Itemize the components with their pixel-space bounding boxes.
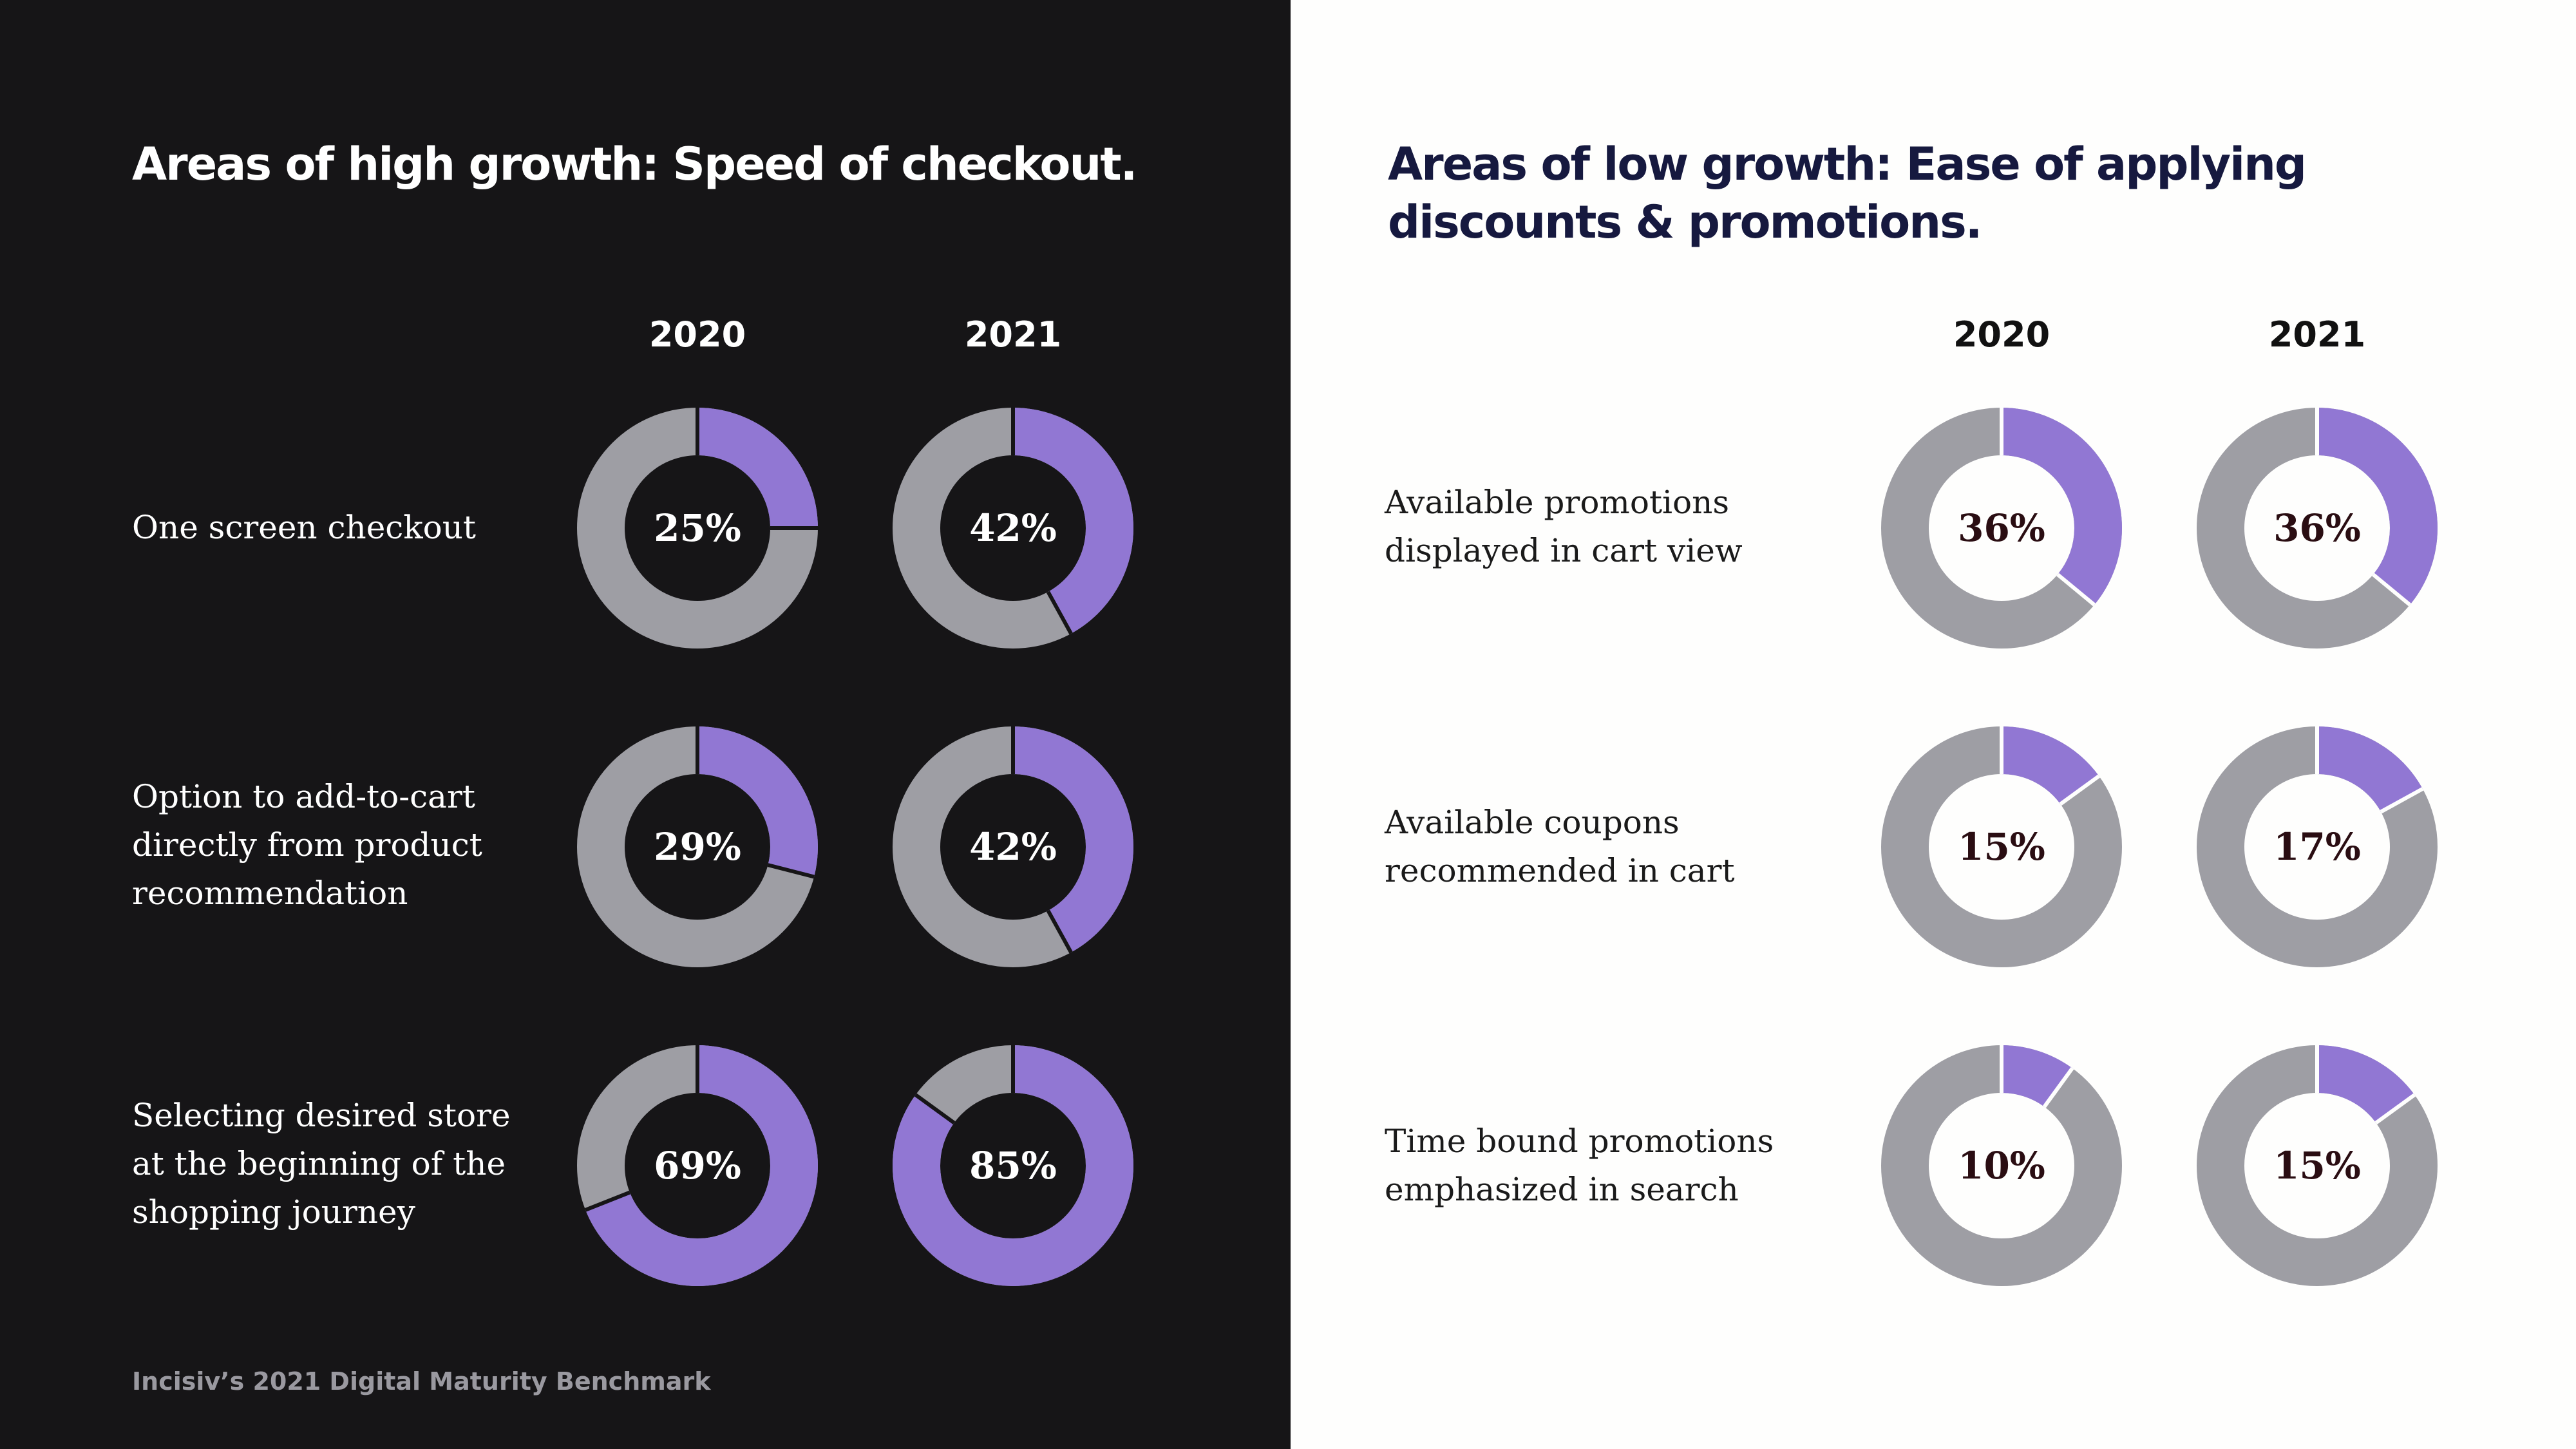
donut-available-promotions-displayed-2020: 36% [1881,408,2122,649]
donut-percent-label: 69% [654,1144,741,1188]
row-label-one-screen-checkout: One screen checkout [132,509,477,546]
row-label-coupons-cart: Available coupons recommended in cart [1385,804,1735,889]
donut-segment-divider [2056,573,2096,607]
donut-segment-divider [2380,787,2424,814]
low-growth-title: Areas of low growth: Ease of applying di… [1388,138,2307,249]
donut-segment-divider [2042,1066,2074,1108]
row-label-time-bound-promotions: Time bound promotions emphasized in sear… [1385,1122,1774,1208]
donut-time-bound-promotions-emphasiz-2021: 15% [2197,1045,2438,1286]
donut-percent-label: 10% [1958,1144,2045,1188]
donut-available-promotions-displayed-2021: 36% [2197,408,2438,649]
donut-option-to-add-to-cart-directly-2020: 29% [577,726,818,967]
donut-segment-divider [1046,909,1073,954]
donut-percent-label: 36% [1958,506,2045,550]
high-growth-title: Areas of high growth: Speed of checkout. [132,138,1137,191]
donut-percent-label: 42% [969,506,1057,550]
low-growth-panel: Areas of low growth: Ease of applying di… [1291,0,2576,1449]
donut-segment-divider [914,1093,956,1125]
donut-segment-divider [767,863,815,879]
donut-segment-divider [1046,591,1073,635]
year-2020-header: 2020 [649,314,746,355]
donut-percent-label: 15% [2273,1144,2361,1188]
year-2021-header: 2021 [964,314,1062,355]
row-label-select-store: Selecting desired store at the beginning… [132,1097,511,1231]
donut-segment-divider [2372,573,2411,607]
donut-option-to-add-to-cart-directly-2021: 42% [893,726,1133,967]
donut-available-coupons-recommended--2021: 17% [2197,726,2438,967]
donut-percent-label: 85% [969,1144,1057,1188]
donut-selecting-desired-store-at-the-2020: 69% [577,1045,818,1286]
high-growth-panel: Areas of high growth: Speed of checkout.… [0,0,1291,1449]
source-footer: Incisiv’s 2021 Digital Maturity Benchmar… [132,1367,711,1396]
year-2020-header: 2020 [1953,314,2050,355]
donut-percent-label: 29% [654,825,741,869]
donut-percent-label: 25% [654,506,741,550]
donut-one-screen-checkout-2021: 42% [893,408,1133,649]
donut-segment-divider [585,1190,631,1212]
donut-percent-label: 42% [969,825,1057,869]
year-2021-header: 2021 [2268,314,2366,355]
donut-one-screen-checkout-2020: 25% [577,408,818,649]
donut-percent-label: 36% [2273,506,2361,550]
donut-segment-divider [2374,1093,2416,1125]
donut-available-coupons-recommended--2020: 15% [1881,726,2122,967]
donut-segment-divider [2059,774,2101,806]
donut-percent-label: 15% [1958,825,2045,869]
row-label-add-to-cart: Option to add-to-cart directly from prod… [132,778,482,912]
donut-percent-label: 17% [2273,825,2361,869]
row-label-promotions-cart-view: Available promotions displayed in cart v… [1385,484,1743,569]
donut-selecting-desired-store-at-the-2021: 85% [893,1045,1133,1286]
donut-time-bound-promotions-emphasiz-2020: 10% [1881,1045,2122,1286]
